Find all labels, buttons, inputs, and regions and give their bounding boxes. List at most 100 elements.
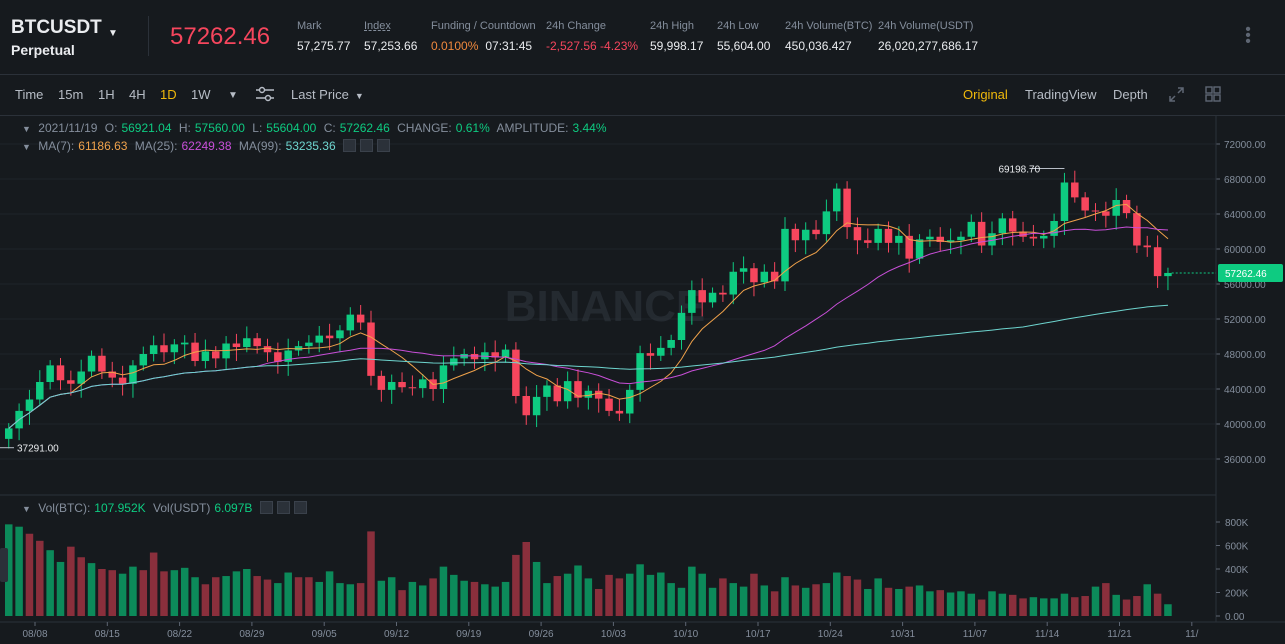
- legend-high-label: H:: [178, 121, 191, 135]
- candle: [905, 224, 913, 273]
- volume-bar: [1060, 593, 1069, 616]
- volume-bar: [5, 524, 13, 616]
- volume-bar: [1133, 596, 1141, 616]
- legend-close: 57262.46: [339, 121, 390, 135]
- current-price-label: 57262.46: [1225, 269, 1267, 280]
- volume-bar: [915, 585, 924, 616]
- legend-amplitude-label: AMPLITUDE:: [496, 121, 569, 135]
- candle-body: [853, 227, 862, 241]
- candle-body: [522, 396, 530, 416]
- candle: [253, 333, 261, 354]
- candle-body: [646, 353, 655, 356]
- candle: [222, 336, 230, 371]
- more-intervals-icon[interactable]: ▼: [228, 90, 238, 101]
- indicator-settings-icon[interactable]: [255, 85, 275, 106]
- candle-body: [605, 398, 613, 411]
- vol-visibility-icon[interactable]: [259, 501, 273, 514]
- current-price-tag: [1218, 263, 1283, 282]
- candle: [180, 335, 189, 359]
- candle: [419, 374, 427, 398]
- view-tradingview[interactable]: TradingView: [1025, 87, 1097, 102]
- candle: [1122, 194, 1131, 219]
- candle: [781, 217, 789, 291]
- vol-close-icon[interactable]: [293, 501, 307, 514]
- candle: [729, 262, 737, 305]
- candle: [129, 360, 137, 398]
- left-scroll-handle[interactable]: [0, 548, 8, 582]
- volume-bar: [801, 587, 810, 616]
- candle-body: [1102, 211, 1110, 216]
- candle: [843, 181, 851, 239]
- interval-4h[interactable]: 4H: [129, 87, 146, 102]
- volume-bar: [988, 591, 996, 616]
- candle: [615, 399, 624, 421]
- candle: [501, 344, 510, 363]
- candle: [594, 383, 603, 413]
- time-tick-label: 10/31: [890, 629, 915, 640]
- stat-high-label: 24h High: [650, 20, 695, 32]
- candle-body: [615, 410, 624, 414]
- candle-body: [532, 396, 541, 416]
- interval-15m[interactable]: 15m: [58, 87, 84, 102]
- volume-bar: [470, 581, 479, 616]
- vol-settings-icon[interactable]: [276, 501, 290, 514]
- view-depth[interactable]: Depth: [1113, 87, 1148, 102]
- candle-body: [180, 342, 189, 345]
- candle: [439, 355, 448, 403]
- volume-bar: [957, 591, 965, 616]
- price-tick-label: 40000.00: [1224, 420, 1266, 431]
- price-type-select[interactable]: Last Price ▼: [291, 87, 364, 102]
- stat-low-value: 55,604.00: [717, 39, 771, 53]
- view-original[interactable]: Original: [963, 87, 1008, 102]
- candle: [305, 335, 313, 354]
- volume-bar: [698, 573, 706, 616]
- legend-collapse-icon[interactable]: ▼: [22, 124, 31, 134]
- candle: [191, 333, 199, 367]
- volume-bar: [429, 578, 437, 616]
- interval-1d[interactable]: 1D: [160, 87, 177, 102]
- ma99-value: 53235.36: [285, 139, 336, 153]
- candle: [481, 342, 489, 372]
- stat-index[interactable]: Index 57,253.66: [364, 20, 417, 53]
- stat-change-label: 24h Change: [546, 20, 606, 32]
- candle: [874, 223, 882, 251]
- volume-bar: [325, 571, 334, 616]
- ma-collapse-icon[interactable]: ▼: [22, 142, 31, 152]
- interval-1w[interactable]: 1W: [191, 87, 211, 102]
- more-options-icon[interactable]: • • •: [1245, 21, 1251, 50]
- interval-time[interactable]: Time: [15, 87, 44, 102]
- candle: [274, 342, 282, 374]
- candle-body: [46, 365, 54, 382]
- volume-bar: [770, 591, 779, 616]
- volume-bar: [139, 570, 148, 616]
- volume-bar: [657, 572, 665, 616]
- price-tick-label: 72000.00: [1224, 140, 1266, 151]
- stat-index-label[interactable]: Index: [364, 20, 391, 32]
- vol-collapse-icon[interactable]: ▼: [22, 504, 31, 514]
- header-divider: [148, 16, 149, 56]
- candle-body: [1143, 245, 1151, 248]
- candle: [1164, 267, 1172, 291]
- fullscreen-icon[interactable]: [1168, 86, 1185, 106]
- candle-body: [833, 188, 841, 212]
- candle-body: [325, 335, 334, 339]
- candle: [998, 213, 1007, 246]
- candlestick-chart[interactable]: 36000.00 40000.00 44000.00 48000.00 52000.00…: [0, 116, 1285, 644]
- candle: [698, 278, 706, 317]
- ma-close-icon[interactable]: [376, 139, 390, 152]
- symbol-name[interactable]: BTCUSDT: [11, 17, 102, 38]
- candle-body: [1029, 236, 1038, 239]
- ma-visibility-icon[interactable]: [342, 139, 356, 152]
- layout-grid-icon[interactable]: [1205, 86, 1221, 105]
- candle: [1153, 235, 1162, 288]
- volume-bar: [118, 573, 127, 616]
- candle: [1102, 201, 1110, 228]
- chart-toolbar: Time 15m 1H 4H 1D 1W ▼ Last Price ▼ Origi…: [0, 75, 1285, 116]
- time-tick-label: 10/10: [673, 629, 698, 640]
- candle: [605, 389, 613, 417]
- symbol-dropdown-icon[interactable]: ▼: [108, 28, 118, 39]
- volume-bar: [46, 550, 54, 616]
- interval-1h[interactable]: 1H: [98, 87, 115, 102]
- candle: [915, 234, 924, 264]
- ma-settings-icon[interactable]: [359, 139, 373, 152]
